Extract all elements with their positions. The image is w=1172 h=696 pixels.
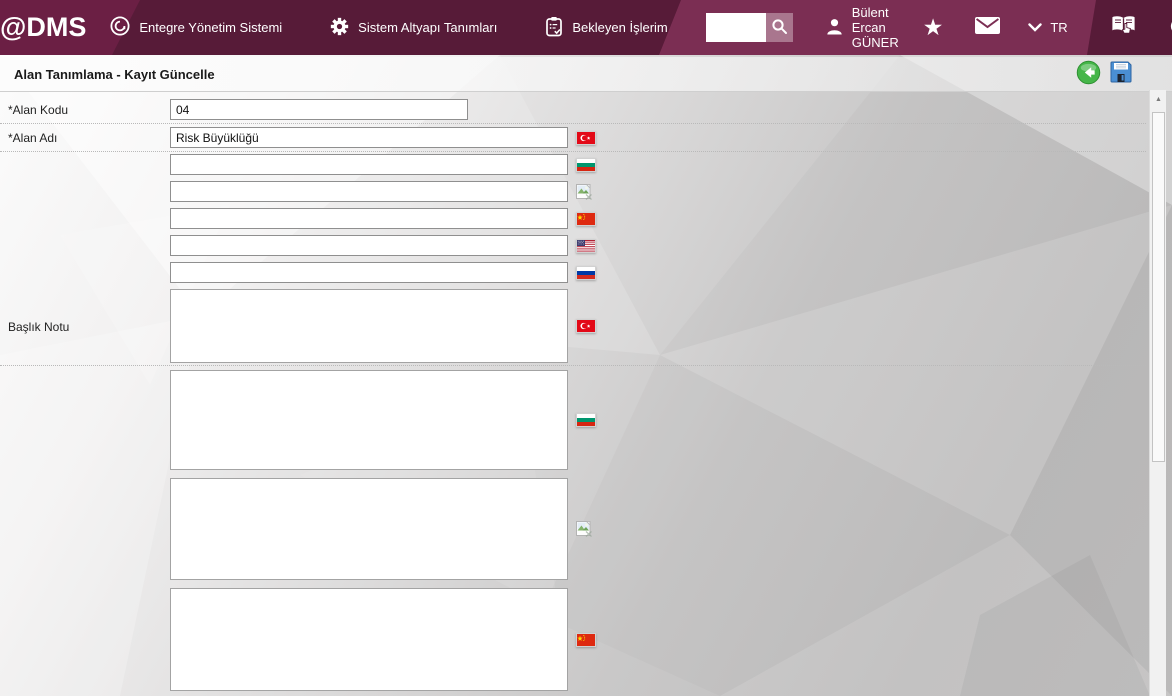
- envelope-icon: [975, 16, 1001, 39]
- star-icon: ★: [922, 14, 944, 40]
- back-arrow-icon: [1076, 60, 1101, 90]
- alan-kodu-input[interactable]: [170, 99, 468, 120]
- field-label-alan-kodu: *Alan Kodu: [8, 103, 69, 117]
- field-label-baslik-notu: Başlık Notu: [8, 320, 70, 334]
- flag-usa-icon: [576, 238, 596, 253]
- search-input[interactable]: [705, 13, 766, 42]
- user-guide-button[interactable]: [1094, 0, 1153, 55]
- baslik-notu-textarea-language3[interactable]: [170, 478, 568, 580]
- row-separator: [0, 365, 1146, 366]
- favorites-button[interactable]: ★: [907, 0, 960, 55]
- alan-adi-input-turkish[interactable]: [170, 127, 568, 148]
- flag-bulgaria-icon: [576, 157, 596, 172]
- vertical-scrollbar[interactable]: ▲: [1149, 90, 1166, 696]
- user-icon: [825, 17, 844, 39]
- baslik-notu-row-chinese: [170, 588, 596, 691]
- header-search: [705, 13, 793, 42]
- alan-kodu-row: [170, 99, 468, 120]
- alan-adi-row-language3: [170, 181, 593, 202]
- titlebar: Alan Tanımlama - Kayıt Güncelle: [0, 57, 1172, 92]
- baslik-notu-row-bulgarian: [170, 370, 596, 470]
- language-selector[interactable]: TR: [1016, 20, 1079, 35]
- row-separator: [0, 123, 1146, 124]
- flag-russia-icon: [576, 265, 596, 280]
- app-header: @ DMS Entegre Yönetim Sistemi: [0, 0, 1172, 55]
- menu-item-label: Entegre Yönetim Sistemi: [139, 20, 283, 35]
- baslik-notu-row-turkish: [170, 289, 596, 363]
- field-label-alan-adi: *Alan Adı: [8, 131, 58, 145]
- save-floppy-icon: [1109, 60, 1133, 89]
- alan-adi-input-bulgarian[interactable]: [170, 154, 568, 175]
- save-button[interactable]: [1108, 60, 1134, 89]
- alan-adi-input-chinese[interactable]: [170, 208, 568, 229]
- flag-turkey-icon: [576, 130, 596, 145]
- page-title: Alan Tanımlama - Kayıt Güncelle: [14, 66, 215, 82]
- alan-adi-row-english-us: [170, 235, 596, 256]
- scroll-up-button[interactable]: ▲: [1155, 96, 1162, 103]
- user-menu[interactable]: Bülent Ercan GÜNER: [825, 5, 899, 50]
- qdms-circle-icon: [110, 16, 130, 39]
- menu-item-label: Sistem Altyapı Tanımları: [358, 20, 498, 35]
- flag-bulgaria-icon: [576, 413, 596, 427]
- pending-tasks-clipboard-icon: [545, 16, 563, 40]
- qdms-logo-text: DMS: [26, 12, 87, 42]
- menu-item-label: Bekleyen İşlerim: [572, 20, 668, 35]
- back-button[interactable]: [1075, 60, 1101, 90]
- baslik-notu-textarea-chinese[interactable]: [170, 588, 568, 691]
- flag-china-icon: [576, 632, 596, 647]
- alan-adi-input-language3[interactable]: [170, 181, 568, 202]
- messages-button[interactable]: [959, 0, 1016, 55]
- baslik-notu-textarea-turkish[interactable]: [170, 289, 568, 363]
- alan-adi-row-chinese: [170, 208, 596, 229]
- missing-image-icon: [576, 521, 593, 537]
- flag-turkey-icon: [576, 319, 596, 333]
- user-guide-book-icon: [1110, 14, 1137, 42]
- missing-image-icon: [576, 183, 593, 200]
- logout-power-button[interactable]: [1153, 0, 1172, 55]
- main-content: Alan Tanımlama - Kayıt Güncelle: [0, 55, 1172, 696]
- row-separator: [0, 151, 1146, 152]
- qdms-logo-mark-icon: @: [0, 12, 26, 42]
- menu-item-bekleyen-islerim[interactable]: Bekleyen İşlerim: [521, 0, 691, 55]
- alan-adi-input-russian[interactable]: [170, 262, 568, 283]
- user-name: Bülent Ercan GÜNER: [851, 5, 899, 50]
- chevron-down-icon: [1028, 20, 1043, 35]
- search-icon: [771, 18, 788, 38]
- menu-item-sistem-altyapi-tanimlari[interactable]: Sistem Altyapı Tanımları: [306, 0, 521, 55]
- alan-adi-row-russian: [170, 262, 596, 283]
- baslik-notu-textarea-bulgarian[interactable]: [170, 370, 568, 470]
- menu-item-entegre-yonetim-sistemi[interactable]: Entegre Yönetim Sistemi: [86, 0, 306, 55]
- alan-adi-input-english-us[interactable]: [170, 235, 568, 256]
- baslik-notu-row-language3: [170, 478, 593, 580]
- search-button[interactable]: [765, 13, 793, 42]
- scrollbar-thumb[interactable]: [1152, 112, 1165, 462]
- alan-adi-row-bulgarian: [170, 154, 596, 175]
- alan-adi-row-turkish: [170, 127, 596, 148]
- gear-icon: [330, 17, 349, 39]
- qdms-logo[interactable]: @ DMS: [0, 12, 86, 43]
- language-code: TR: [1050, 20, 1068, 35]
- flag-china-icon: [576, 211, 596, 226]
